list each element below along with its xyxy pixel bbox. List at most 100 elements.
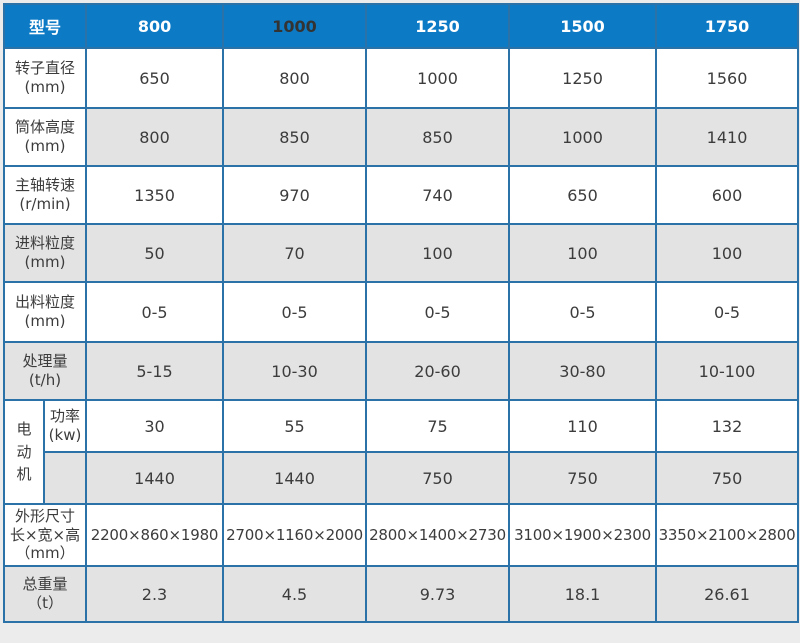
cell: 1440 (85, 451, 225, 505)
row-label-total-weight: 总重量 （t） (2, 565, 88, 623)
row-group-label-motor: 电动机 (3, 399, 45, 505)
cell: 4.5 (222, 565, 368, 623)
cell: 740 (365, 165, 511, 225)
label-unit: （t） (27, 594, 63, 612)
cell: 2800×1400×2730 (365, 503, 511, 567)
cell: 650 (508, 165, 658, 225)
cell: 2200×860×1980 (85, 503, 225, 567)
cell: 0-5 (365, 281, 511, 343)
cell: 132 (655, 399, 800, 453)
header-col-1250: 1250 (365, 3, 511, 49)
row-label-dimensions: 外形尺寸 长×宽×高 （mm） (2, 503, 88, 567)
row-cylinder-height: 筒体高度 (mm) 800 850 850 1000 1410 (2, 107, 800, 167)
header-row: 型号 800 1000 1250 1500 1750 (2, 3, 800, 49)
label-unit: (mm) (24, 137, 66, 155)
cell: 850 (365, 107, 511, 167)
cell: 55 (222, 399, 368, 453)
label-unit: (mm) (24, 253, 66, 271)
motor-group-label: 电动机 (16, 420, 32, 484)
label-unit: (t/h) (28, 371, 62, 389)
cell: 100 (655, 223, 800, 283)
cell: 5-15 (85, 341, 225, 401)
row-total-weight: 总重量 （t） 2.3 4.5 9.73 18.1 26.61 (2, 565, 800, 623)
row-label-spindle-speed: 主轴转速 (r/min) (2, 165, 88, 225)
label-unit: (mm) (24, 312, 66, 330)
cell: 1000 (508, 107, 658, 167)
cell: 750 (655, 451, 800, 505)
label-line: 外形尺寸 (15, 506, 76, 525)
cell: 0-5 (655, 281, 800, 343)
label-line: 功率 (50, 407, 81, 426)
row-motor-power: 电动机 功率 (kw) 30 55 75 110 132 (3, 399, 800, 505)
header-col-1000: 1000 (222, 3, 368, 49)
label-line: 总重量 (22, 575, 68, 594)
cell: 1560 (655, 47, 800, 109)
cell: 30-80 (508, 341, 658, 401)
cell: 3100×1900×2300 (508, 503, 658, 567)
label-line: 主轴转速 (15, 176, 76, 195)
row-label-feed-size: 进料粒度 (mm) (2, 223, 88, 283)
cell: 750 (365, 451, 511, 505)
header-col-1500: 1500 (508, 3, 658, 49)
header-col-1750: 1750 (655, 3, 800, 49)
label-line: 筒体高度 (15, 118, 76, 137)
cell: 18.1 (508, 565, 658, 623)
cell: 100 (508, 223, 658, 283)
cell: 9.73 (365, 565, 511, 623)
cell: 600 (655, 165, 800, 225)
cell: 2.3 (85, 565, 225, 623)
label-line: 进料粒度 (15, 234, 76, 253)
label-unit: （mm） (15, 544, 75, 563)
row-label-motor-speed-empty (42, 451, 88, 505)
row-spindle-speed: 主轴转速 (r/min) 1350 970 740 650 600 (2, 165, 800, 225)
page: 型号 800 1000 1250 1500 1750 转子直径 (mm) 650 … (2, 3, 800, 623)
cell: 30 (85, 399, 225, 453)
cell: 0-5 (222, 281, 368, 343)
cell: 1440 (222, 451, 368, 505)
cell: 1350 (85, 165, 225, 225)
cell: 100 (365, 223, 511, 283)
label-unit: (kw) (48, 426, 82, 444)
label-unit: (mm) (24, 78, 66, 96)
cell: 1250 (508, 47, 658, 109)
cell: 110 (508, 399, 658, 453)
row-feed-size: 进料粒度 (mm) 50 70 100 100 100 (2, 223, 800, 283)
cell: 75 (365, 399, 511, 453)
row-discharge-size: 出料粒度 (mm) 0-5 0-5 0-5 0-5 0-5 (2, 281, 800, 343)
cell: 650 (85, 47, 225, 109)
row-label-discharge-size: 出料粒度 (mm) (2, 281, 88, 343)
label-unit: (r/min) (19, 195, 71, 213)
label-line: 处理量 (22, 352, 68, 371)
cell: 0-5 (85, 281, 225, 343)
row-rotor-diameter: 转子直径 (mm) 650 800 1000 1250 1560 (2, 47, 800, 109)
cell: 3350×2100×2800 (655, 503, 800, 567)
row-label-rotor-diameter: 转子直径 (mm) (2, 47, 88, 109)
label-line: 转子直径 (15, 59, 76, 78)
cell: 800 (222, 47, 368, 109)
header-col-800: 800 (85, 3, 225, 49)
label-line: 长×宽×高 (9, 525, 81, 544)
cell: 1000 (365, 47, 511, 109)
cell: 2700×1160×2000 (222, 503, 368, 567)
cell: 850 (222, 107, 368, 167)
row-label-capacity: 处理量 (t/h) (2, 341, 88, 401)
cell: 800 (85, 107, 225, 167)
cell: 10-30 (222, 341, 368, 401)
row-label-cylinder-height: 筒体高度 (mm) (2, 107, 88, 167)
cell: 70 (222, 223, 368, 283)
cell: 750 (508, 451, 658, 505)
row-label-motor-power: 功率 (kw) (42, 399, 88, 453)
cell: 10-100 (655, 341, 800, 401)
cell: 26.61 (655, 565, 800, 623)
cell: 0-5 (508, 281, 658, 343)
label-line: 出料粒度 (15, 293, 76, 312)
cell: 1410 (655, 107, 800, 167)
header-model-label: 型号 (2, 3, 88, 49)
cell: 50 (85, 223, 225, 283)
row-dimensions: 外形尺寸 长×宽×高 （mm） 2200×860×1980 2700×1160×20… (2, 503, 800, 567)
cell: 20-60 (365, 341, 511, 401)
row-capacity: 处理量 (t/h) 5-15 10-30 20-60 30-80 10-100 (2, 341, 800, 401)
spec-table: 型号 800 1000 1250 1500 1750 转子直径 (mm) 650 … (2, 3, 800, 623)
row-motor-speed: 1440 1440 750 750 750 (4, 451, 800, 505)
cell: 970 (222, 165, 368, 225)
